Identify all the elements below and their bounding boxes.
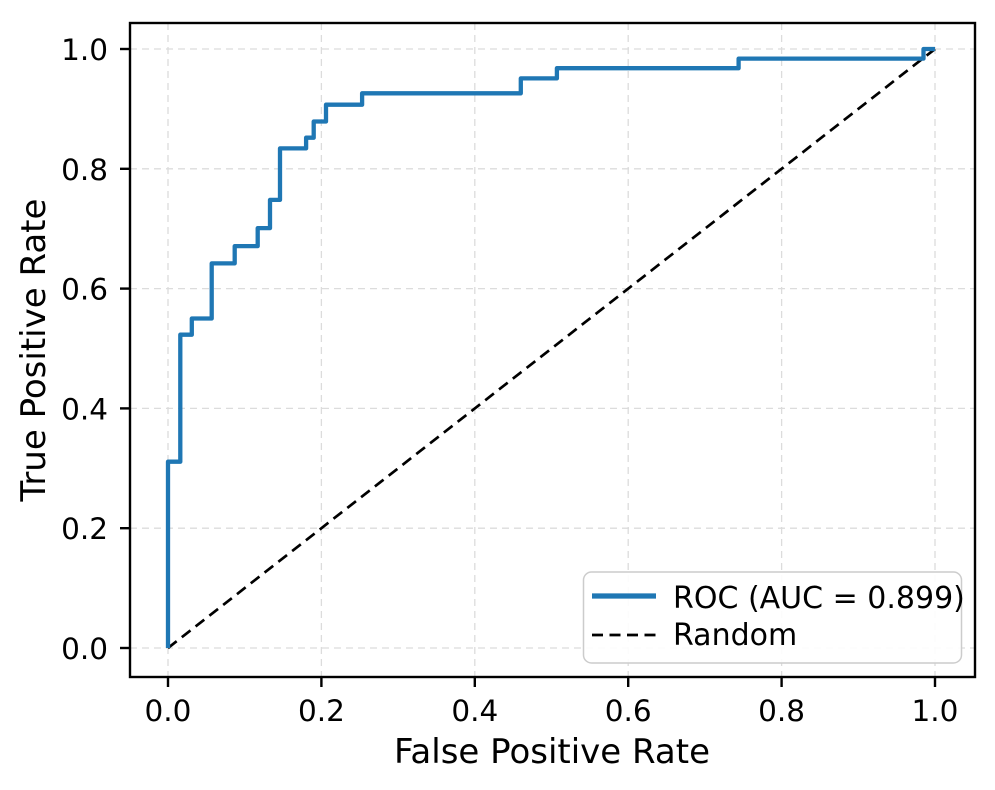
x-tick-labels: 0.0 0.2 0.4 0.6 0.8 1.0 bbox=[145, 694, 959, 728]
x-tick-label: 0.6 bbox=[605, 694, 652, 728]
y-tick-labels: 0.0 0.2 0.4 0.6 0.8 1.0 bbox=[61, 33, 108, 666]
legend-random-label: Random bbox=[673, 618, 797, 653]
y-tick-label: 0.4 bbox=[61, 392, 108, 426]
y-tick-label: 0.8 bbox=[61, 153, 108, 187]
grid-lines bbox=[130, 23, 975, 677]
x-tick-label: 0.4 bbox=[451, 694, 498, 728]
legend-box bbox=[582, 571, 963, 664]
legend: ROC (AUC = 0.899) Random bbox=[582, 571, 965, 664]
axes-spines bbox=[128, 21, 977, 679]
x-tick-label: 0.0 bbox=[145, 694, 192, 728]
y-tick-label: 0.6 bbox=[61, 273, 108, 307]
roc-curve-line bbox=[165, 46, 935, 648]
axis-tick-marks bbox=[120, 47, 937, 687]
x-tick-label: 1.0 bbox=[912, 694, 959, 728]
y-tick-label: 0.2 bbox=[61, 512, 108, 546]
y-axis-label: True Positive Rate bbox=[14, 199, 54, 503]
random-baseline-line bbox=[167, 47, 936, 650]
y-tick-label: 0.0 bbox=[61, 632, 108, 666]
y-tick-label: 1.0 bbox=[61, 33, 108, 67]
x-axis-label: False Positive Rate bbox=[394, 732, 710, 772]
x-tick-label: 0.2 bbox=[298, 694, 345, 728]
x-tick-label: 0.8 bbox=[758, 694, 805, 728]
legend-roc-label: ROC (AUC = 0.899) bbox=[673, 581, 965, 616]
